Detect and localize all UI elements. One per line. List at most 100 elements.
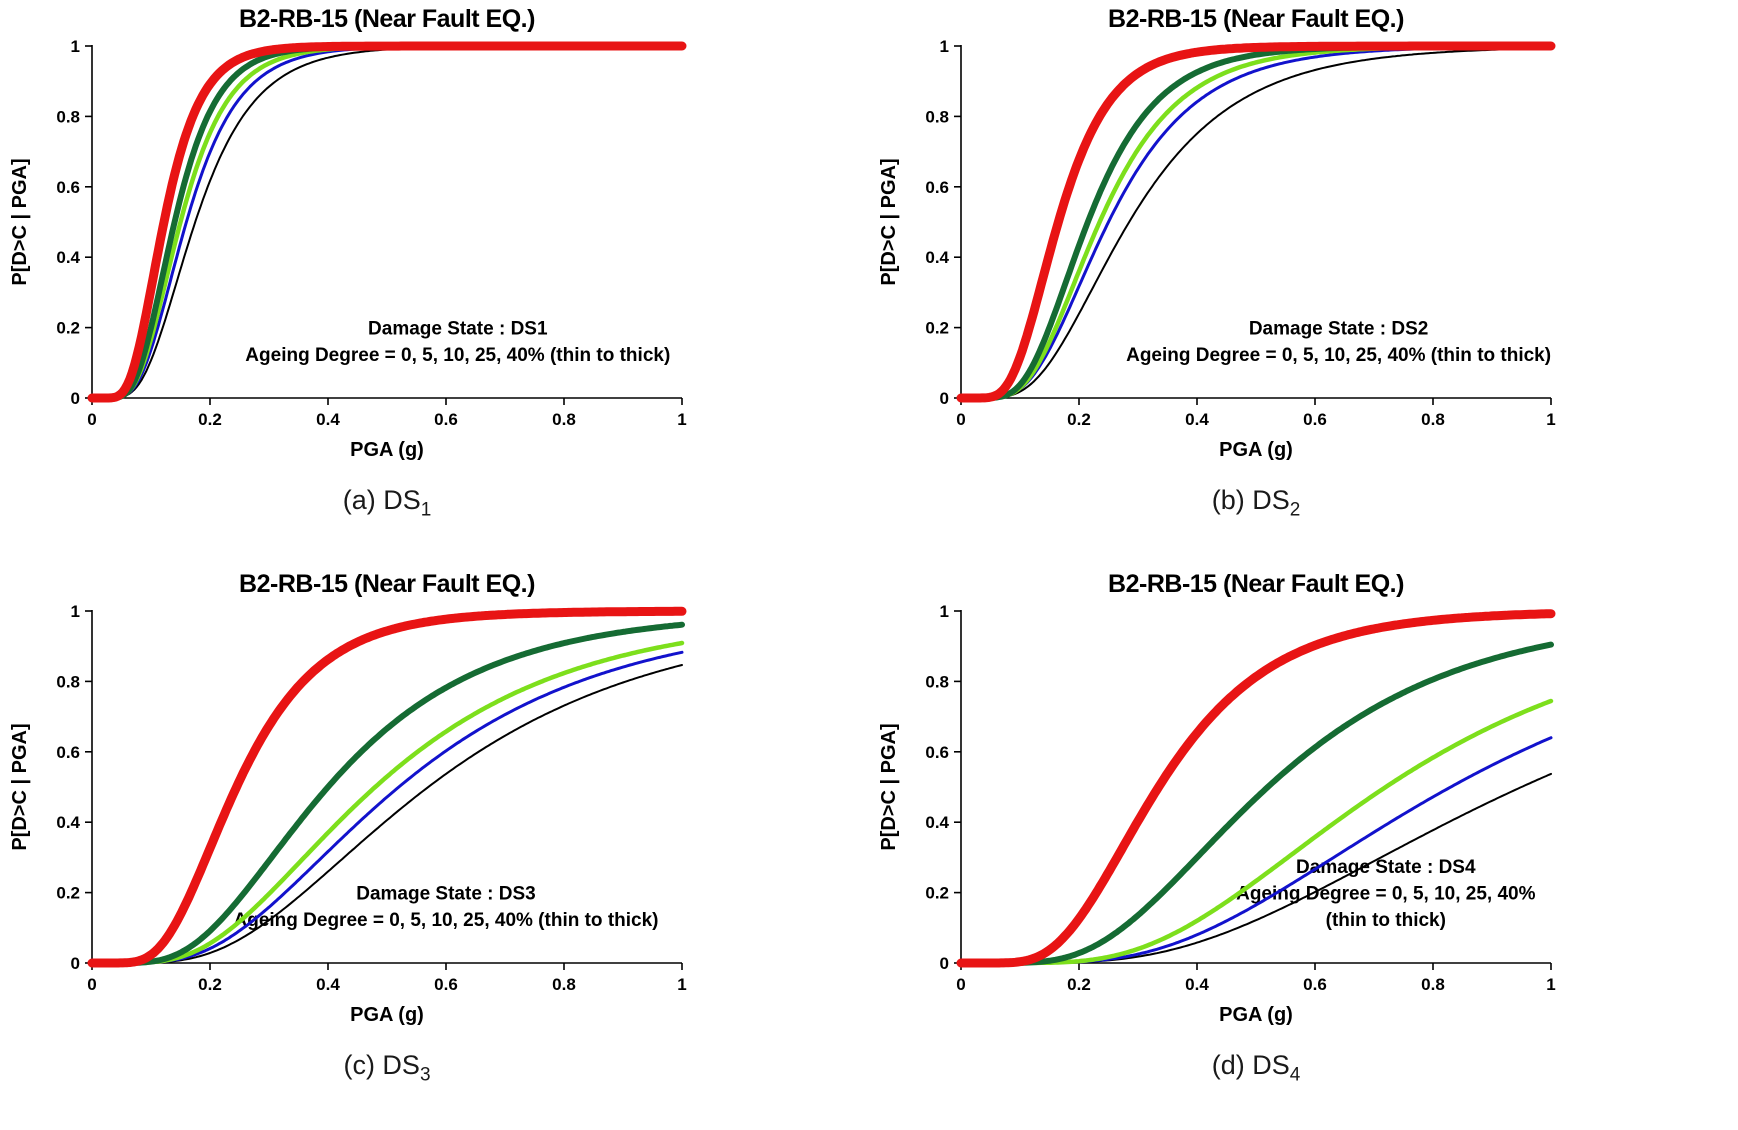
fragility-chart-ds3: B2-RB-15 (Near Fault EQ.) 0 0.2 0.4 0.6 0.8 1 0… <box>9 570 687 1026</box>
fragility-panel-a: B2-RB-15 (Near Fault EQ.) 0 0.2 0.4 0.6 0.8 1 0… <box>0 0 869 565</box>
x-tick-label: 0.2 <box>1067 410 1091 429</box>
x-tick-label: 0 <box>87 410 96 429</box>
x-tick-label: 0.6 <box>1303 410 1327 429</box>
y-tick-label: 0.2 <box>56 884 80 903</box>
series-curve-4-ageing-40-thick- <box>87 41 687 403</box>
caption-subscript: 4 <box>1289 1064 1301 1086</box>
y-tick-label: 1 <box>71 37 80 56</box>
annotation-line: Damage State : DS3 <box>356 884 536 905</box>
y-axis-label: P[D>C | PGA] <box>878 723 900 850</box>
y-tick-label: 0.8 <box>925 107 949 126</box>
annotation-line: Ageing Degree = 0, 5, 10, 25, 40% (thin … <box>1126 345 1551 366</box>
x-tick-label: 1 <box>1546 975 1555 994</box>
panel-caption-d: (d) DS4 <box>961 1050 1551 1086</box>
fragility-panel-d: B2-RB-15 (Near Fault EQ.) 0 0.2 0.4 0.6 0.8 1 0… <box>869 565 1738 1130</box>
x-tick-label: 0.6 <box>1303 975 1327 994</box>
x-tick-label: 0.2 <box>1067 975 1091 994</box>
y-tick-label: 1 <box>71 602 80 621</box>
caption-text: (b) DS <box>1211 485 1290 515</box>
x-tick-label: 0.6 <box>434 975 458 994</box>
x-axis-label: PGA (g) <box>1219 439 1293 461</box>
series-curve-1-ageing-5- <box>90 650 684 965</box>
fragility-panel-c: B2-RB-15 (Near Fault EQ.) 0 0.2 0.4 0.6 0.8 1 0… <box>0 565 869 1130</box>
caption-text: (d) DS <box>1211 1050 1290 1080</box>
annotation-line: Damage State : DS2 <box>1249 319 1429 340</box>
series-curve-4-ageing-40-thick- <box>956 609 1556 968</box>
x-tick-label: 0 <box>956 410 965 429</box>
y-tick-label: 1 <box>940 602 949 621</box>
y-tick-label: 1 <box>940 37 949 56</box>
y-tick-label: 0 <box>71 389 80 408</box>
y-tick-label: 0.6 <box>925 743 949 762</box>
chart-title: B2-RB-15 (Near Fault EQ.) <box>239 5 535 33</box>
series-curve-4-ageing-40-thick- <box>956 41 1556 403</box>
x-axis-label: PGA (g) <box>350 1004 424 1026</box>
caption-text: (a) DS <box>342 485 421 515</box>
y-tick-label: 0.6 <box>925 178 949 197</box>
y-tick-label: 0.8 <box>56 672 80 691</box>
x-tick-label: 0 <box>956 975 965 994</box>
y-tick-label: 0.6 <box>56 178 80 197</box>
y-axis-label: P[D>C | PGA] <box>9 158 31 285</box>
caption-subscript: 2 <box>1289 499 1301 521</box>
x-axis-label: PGA (g) <box>1219 1004 1293 1026</box>
fragility-chart-ds1: B2-RB-15 (Near Fault EQ.) 0 0.2 0.4 0.6 0.8 1 0… <box>9 5 687 461</box>
series-curve-3-ageing-25- <box>89 621 685 966</box>
annotation-line: Damage State : DS1 <box>368 319 548 340</box>
x-tick-label: 0.4 <box>316 975 340 994</box>
fragility-chart-ds2: B2-RB-15 (Near Fault EQ.) 0 0.2 0.4 0.6 0.8 1 0… <box>878 5 1556 461</box>
caption-subscript: 3 <box>419 1064 431 1086</box>
annotation-line: Ageing Degree = 0, 5, 10, 25, 40% <box>1236 884 1536 905</box>
caption-subscript: 1 <box>420 499 432 521</box>
x-tick-label: 1 <box>677 975 686 994</box>
y-tick-label: 0.8 <box>56 107 80 126</box>
panel-caption-b: (b) DS2 <box>961 485 1551 521</box>
annotation-line: Ageing Degree = 0, 5, 10, 25, 40% (thin … <box>234 910 659 931</box>
y-tick-label: 0 <box>940 954 949 973</box>
panel-caption-c: (c) DS3 <box>92 1050 682 1086</box>
y-tick-label: 0.4 <box>56 248 80 267</box>
y-tick-label: 0.2 <box>925 319 949 338</box>
x-tick-label: 0.8 <box>552 975 576 994</box>
chart-title: B2-RB-15 (Near Fault EQ.) <box>1108 570 1404 598</box>
y-tick-label: 0.8 <box>925 672 949 691</box>
panel-caption-a: (a) DS1 <box>92 485 682 521</box>
series-curve-2-ageing-10- <box>958 698 1554 966</box>
y-tick-label: 0.6 <box>56 743 80 762</box>
fragility-chart-ds4: B2-RB-15 (Near Fault EQ.) 0 0.2 0.4 0.6 0.8 1 0… <box>878 570 1556 1026</box>
y-tick-label: 0 <box>940 389 949 408</box>
series-curve-0-ageing-0-thin- <box>960 47 1552 399</box>
x-tick-label: 1 <box>1546 410 1555 429</box>
x-tick-label: 0.8 <box>1421 410 1445 429</box>
y-tick-label: 0 <box>71 954 80 973</box>
y-tick-label: 0.4 <box>925 813 949 832</box>
annotation-line: Ageing Degree = 0, 5, 10, 25, 40% (thin … <box>245 345 670 366</box>
x-tick-label: 0.8 <box>1421 975 1445 994</box>
x-tick-label: 1 <box>677 410 686 429</box>
y-tick-label: 0.2 <box>56 319 80 338</box>
annotation-line: Damage State : DS4 <box>1296 857 1476 878</box>
x-tick-label: 0.4 <box>1185 975 1209 994</box>
x-tick-label: 0.4 <box>1185 410 1209 429</box>
x-tick-label: 0 <box>87 975 96 994</box>
series-curve-0-ageing-0-thin- <box>91 664 683 964</box>
series-curve-2-ageing-10- <box>89 640 685 966</box>
caption-text: (c) DS <box>343 1050 420 1080</box>
x-tick-label: 0.6 <box>434 410 458 429</box>
x-axis-label: PGA (g) <box>350 439 424 461</box>
y-tick-label: 0.2 <box>925 884 949 903</box>
series-curve-4-ageing-40-thick- <box>87 606 687 968</box>
x-tick-label: 0.8 <box>552 410 576 429</box>
x-tick-label: 0.2 <box>198 410 222 429</box>
x-tick-label: 0.4 <box>316 410 340 429</box>
x-tick-label: 0.2 <box>198 975 222 994</box>
y-tick-label: 0.4 <box>925 248 949 267</box>
y-tick-label: 0.4 <box>56 813 80 832</box>
chart-title: B2-RB-15 (Near Fault EQ.) <box>1108 5 1404 33</box>
y-axis-label: P[D>C | PGA] <box>9 723 31 850</box>
chart-title: B2-RB-15 (Near Fault EQ.) <box>239 570 535 598</box>
y-axis-label: P[D>C | PGA] <box>878 158 900 285</box>
series-curve-1-ageing-5- <box>959 736 1553 965</box>
series-curve-3-ageing-25- <box>958 641 1554 966</box>
